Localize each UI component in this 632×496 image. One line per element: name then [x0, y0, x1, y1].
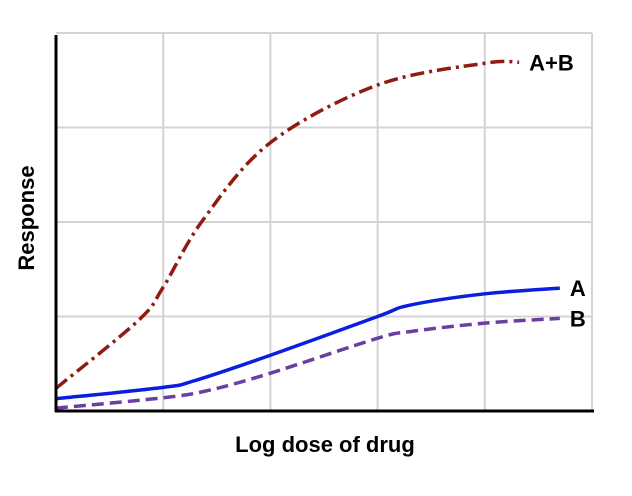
series-lines [54, 59, 560, 410]
x-axis-label: Log dose of drug [235, 432, 415, 457]
series-label-2: B [570, 306, 586, 331]
series-labels: A+B AB [529, 50, 586, 331]
series-label-0: A+B [529, 50, 574, 75]
series-line-2 [55, 316, 560, 410]
series-label-1: A [570, 276, 586, 301]
grid [56, 32, 593, 411]
series-line-1 [55, 286, 560, 401]
series-line-0 [54, 59, 520, 390]
y-axis-label: Response [14, 165, 39, 270]
